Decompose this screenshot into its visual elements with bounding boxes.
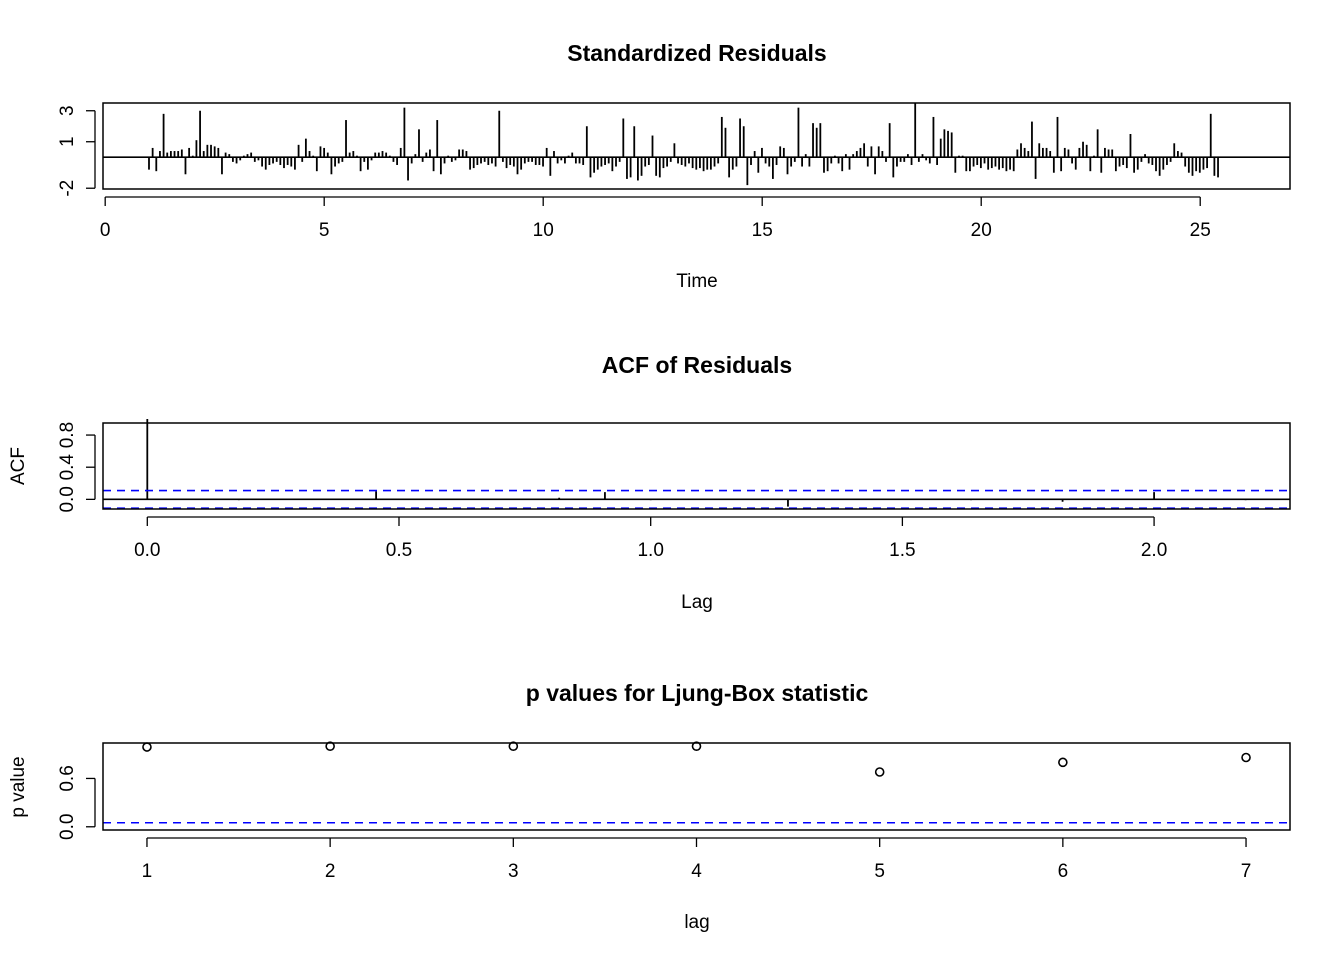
ljungbox-y-tick-label: 0.0	[57, 814, 78, 840]
residuals-axes: 0 5 10 15 20 25 -2 1 3	[57, 105, 1211, 241]
acf-bars	[103, 418, 1290, 509]
ljungbox-x-tick-label: 1	[142, 861, 153, 882]
residuals-x-tick-label: 10	[533, 220, 554, 241]
ljungbox-panel: p values for Ljung-Box statistic lag p v…	[8, 680, 1291, 933]
ljungbox-axes: 1 2 3 4 5 6 7 0.0 0.6	[57, 765, 1251, 882]
ljungbox-ylabel: p value	[8, 756, 29, 817]
pvalue-point	[142, 742, 152, 752]
acf-ylabel: ACF	[8, 447, 29, 485]
acf-x-tick-label: 0.0	[134, 540, 160, 561]
residuals-x-tick-label: 25	[1190, 220, 1211, 241]
residuals-x-tick-label: 5	[319, 220, 330, 241]
acf-title: ACF of Residuals	[602, 352, 792, 378]
acf-y-tick-label: 0.4	[57, 454, 78, 481]
ljungbox-y-tick-label: 0.6	[57, 765, 78, 791]
residuals-x-tick-label: 15	[752, 220, 773, 241]
ljungbox-title: p values for Ljung-Box statistic	[526, 680, 869, 706]
acf-x-tick-label: 0.5	[386, 540, 412, 561]
ljungbox-plot-frame	[102, 742, 1291, 831]
acf-plot-frame	[102, 422, 1291, 510]
residuals-plot-frame	[102, 102, 1291, 190]
acf-xlabel: Lag	[681, 592, 713, 613]
acf-axes: 0.0 0.5 1.0 1.5 2.0 0.0 0.4 0.8	[57, 422, 1167, 561]
residuals-title: Standardized Residuals	[567, 40, 826, 66]
acf-y-tick-label: 0.8	[57, 422, 78, 448]
residuals-y-tick-label: 1	[57, 136, 78, 147]
ljungbox-x-tick-label: 4	[691, 861, 702, 882]
residuals-y-tick-label: 3	[57, 105, 78, 116]
residuals-x-tick-label: 0	[100, 220, 111, 241]
acf-x-tick-label: 1.0	[637, 540, 663, 561]
ljungbox-x-tick-label: 5	[874, 861, 885, 882]
residuals-x-tick-label: 20	[971, 220, 992, 241]
acf-x-tick-label: 2.0	[1141, 540, 1167, 561]
pvalue-point	[1241, 752, 1251, 763]
ljungbox-x-tick-label: 3	[508, 861, 519, 882]
ljungbox-x-tick-label: 7	[1241, 861, 1252, 882]
pvalue-point	[691, 741, 702, 752]
acf-x-tick-label: 1.5	[889, 540, 915, 561]
pvalue-point	[874, 767, 885, 777]
ljungbox-points	[103, 741, 1290, 824]
residuals-bars	[103, 103, 1290, 186]
residuals-y-tick-label: -2	[57, 180, 78, 197]
residuals-xlabel: Time	[676, 271, 718, 292]
acf-panel: ACF of Residuals Lag ACF 0.0 0.5 1.0 1.5 2.0…	[8, 352, 1291, 613]
pvalue-point	[325, 741, 335, 752]
ljungbox-x-tick-label: 2	[325, 861, 336, 882]
pvalue-point	[508, 741, 519, 752]
acf-y-tick-label: 0.0	[57, 486, 78, 512]
ljungbox-xlabel: lag	[684, 912, 709, 933]
ljungbox-x-tick-label: 6	[1058, 861, 1069, 882]
pvalue-point	[1058, 757, 1068, 768]
residuals-panel: Standardized Residuals Time 0 5 10 15 20 25 -2…	[57, 40, 1291, 292]
